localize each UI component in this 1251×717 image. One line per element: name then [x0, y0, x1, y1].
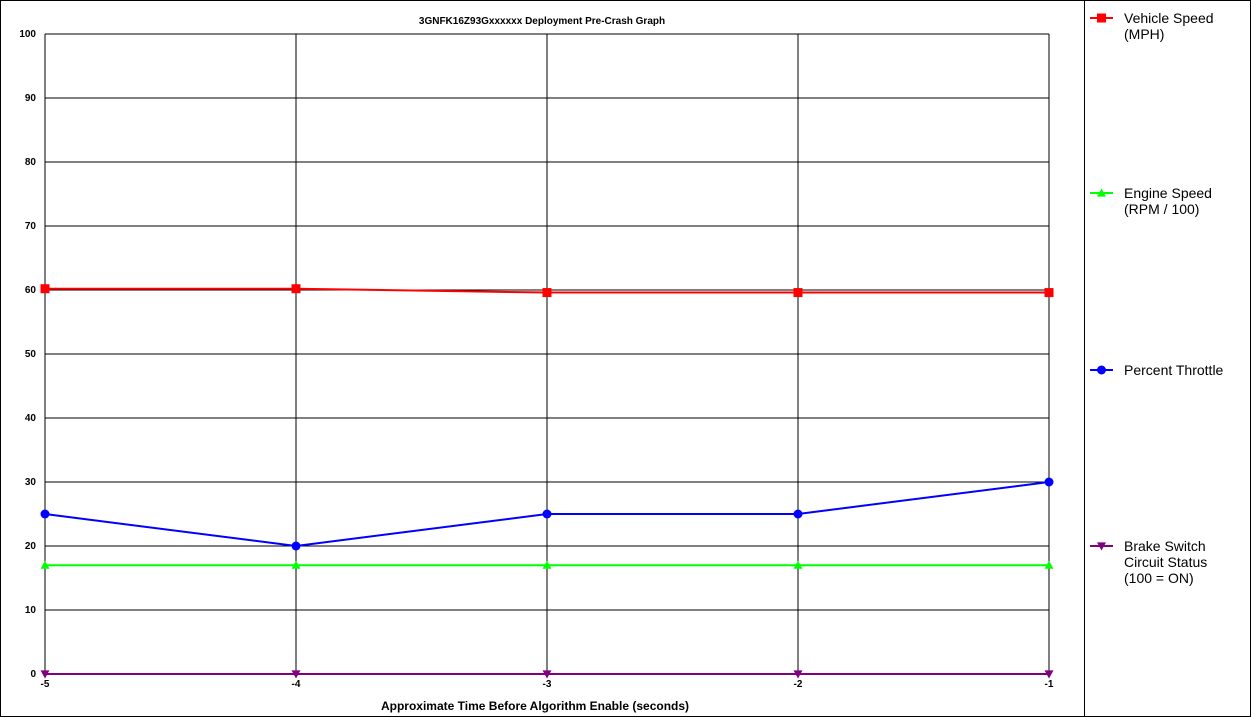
legend-label-engine-speed-rpm-100: Engine Speed (RPM / 100)	[1124, 185, 1212, 217]
y-tick-label: 30	[25, 477, 37, 488]
x-tick-label: -5	[41, 679, 50, 690]
x-axis-ticks: -5 -4 -3 -2 -1	[41, 679, 1054, 690]
legend: Vehicle Speed (MPH) Engine Speed (RPM / 100…	[1090, 10, 1224, 586]
data-point-brake-switch-circuit-status-100-on	[291, 670, 301, 679]
data-point-percent-throttle	[793, 509, 803, 519]
x-tick-label: -1	[1045, 679, 1054, 690]
data-point-percent-throttle	[542, 509, 552, 519]
legend-marker-engine-speed-rpm-100	[1097, 188, 1106, 197]
legend-marker-brake-switch-circuit-status-100-on	[1097, 542, 1106, 551]
y-tick-label: 60	[25, 285, 37, 296]
data-point-percent-throttle	[291, 541, 301, 551]
legend-label-line: Circuit Status	[1124, 554, 1207, 570]
data-point-vehicle-speed-mph	[40, 284, 50, 294]
data-point-percent-throttle	[1044, 477, 1054, 487]
legend-label-percent-throttle: Percent Throttle	[1124, 362, 1224, 378]
grid	[44, 33, 1050, 675]
y-tick-label: 20	[25, 541, 37, 552]
data-point-brake-switch-circuit-status-100-on	[40, 670, 50, 679]
y-axis-ticks: 0 10 20 30 40 50 60 70 80 90 100	[19, 29, 36, 680]
legend-marker-percent-throttle	[1097, 365, 1106, 375]
data-point-engine-speed-rpm-100	[542, 560, 552, 569]
y-tick-label: 40	[25, 413, 37, 424]
series-group	[40, 284, 1054, 679]
y-tick-label: 80	[25, 157, 37, 168]
y-tick-label: 90	[25, 93, 37, 104]
chart-title: 3GNFK16Z93Gxxxxxx Deployment Pre-Crash G…	[419, 16, 665, 27]
data-point-engine-speed-rpm-100	[40, 560, 50, 569]
legend-label-line: Percent Throttle	[1124, 362, 1224, 378]
y-tick-label: 50	[25, 349, 37, 360]
data-point-engine-speed-rpm-100	[793, 560, 803, 569]
x-tick-label: -4	[292, 679, 301, 690]
y-tick-label: 0	[30, 669, 36, 680]
legend-label-line: Engine Speed	[1124, 185, 1212, 201]
data-point-vehicle-speed-mph	[542, 288, 552, 298]
legend-label-line: Vehicle Speed	[1124, 10, 1214, 26]
data-point-brake-switch-circuit-status-100-on	[793, 670, 803, 679]
legend-divider	[1084, 0, 1085, 717]
data-point-vehicle-speed-mph	[1044, 288, 1054, 298]
data-point-percent-throttle	[40, 509, 50, 519]
x-tick-label: -2	[794, 679, 803, 690]
data-point-vehicle-speed-mph	[793, 288, 803, 298]
y-tick-label: 10	[25, 605, 37, 616]
legend-label-line: (100 = ON)	[1124, 570, 1194, 586]
data-point-vehicle-speed-mph	[291, 284, 301, 294]
legend-label-line: (RPM / 100)	[1124, 201, 1199, 217]
data-point-brake-switch-circuit-status-100-on	[1044, 670, 1054, 679]
y-tick-label: 70	[25, 221, 37, 232]
data-point-brake-switch-circuit-status-100-on	[542, 670, 552, 679]
x-tick-label: -3	[543, 679, 552, 690]
legend-label-line: (MPH)	[1124, 26, 1164, 42]
y-tick-label: 100	[19, 29, 36, 40]
legend-label-vehicle-speed-mph: Vehicle Speed (MPH)	[1124, 10, 1214, 42]
legend-marker-vehicle-speed-mph	[1097, 13, 1106, 23]
legend-label-brake-switch-circuit-status-100-on: Brake Switch Circuit Status (100 = ON)	[1124, 538, 1207, 586]
x-axis-title: Approximate Time Before Algorithm Enable…	[381, 699, 689, 713]
data-point-engine-speed-rpm-100	[291, 560, 301, 569]
legend-label-line: Brake Switch	[1124, 538, 1206, 554]
data-point-engine-speed-rpm-100	[1044, 560, 1054, 569]
